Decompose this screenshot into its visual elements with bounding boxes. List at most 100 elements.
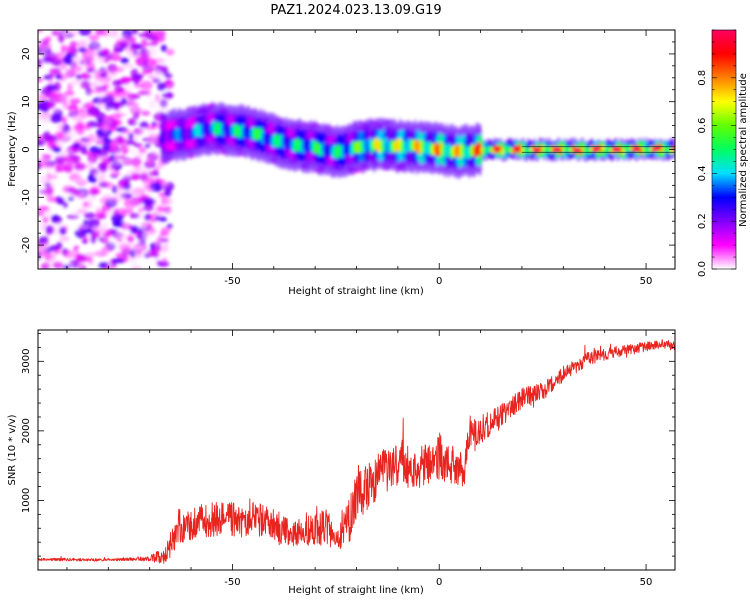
heatmap-cell (42, 216, 49, 224)
heatmap-cell (148, 170, 155, 177)
heatmap-cell (137, 165, 146, 170)
heatmap-cell (78, 30, 92, 36)
heatmap-cell (45, 225, 54, 235)
heatmap-cell (106, 195, 118, 206)
heatmap-cell (102, 181, 112, 188)
heatmap-cell (40, 87, 52, 96)
colorbar-tick-label: 0.2 (697, 213, 708, 229)
heatmap-cell (108, 166, 115, 172)
x-tick-label: 50 (640, 577, 653, 588)
heatmap-cell (92, 44, 104, 53)
heatmap-cell (163, 55, 174, 62)
heatmap-cell (114, 86, 125, 92)
heatmap-cell (46, 140, 55, 149)
heatmap-cell (137, 90, 151, 96)
heatmap-cell (81, 53, 88, 63)
heatmap-cell (52, 261, 64, 269)
heatmap-cell (128, 132, 134, 141)
heatmap-cell (111, 30, 119, 34)
heatmap-cell (62, 250, 76, 259)
snr-xlabel: Height of straight line (km) (288, 585, 424, 596)
heatmap-cell (139, 121, 149, 129)
heatmap-cell (50, 255, 62, 261)
heatmap-cell (159, 238, 169, 243)
heatmap-cell (130, 259, 138, 269)
heatmap-cell (84, 134, 92, 140)
heatmap-cell (140, 80, 153, 90)
heatmap-cell (120, 168, 132, 179)
heatmap-cell (148, 99, 156, 109)
heatmap-cell (65, 69, 73, 75)
heatmap-cell (124, 47, 134, 54)
heatmap-blob-group (38, 30, 675, 269)
heatmap-cell (54, 157, 66, 165)
heatmap-cell (161, 247, 170, 253)
heatmap-cell (126, 234, 134, 242)
heatmap-cell (140, 38, 148, 49)
heatmap-cell (119, 40, 130, 49)
heatmap-cell (49, 244, 60, 251)
spectrogram-ylabel: Frequency (Hz) (7, 111, 18, 187)
heatmap-cell (91, 109, 101, 117)
y-tick-label: 1000 (21, 488, 32, 513)
heatmap-cell (139, 128, 152, 137)
heatmap-cell (109, 119, 123, 126)
heatmap-cell (41, 106, 49, 112)
heatmap-cell (140, 248, 151, 256)
heatmap-cell (153, 240, 160, 247)
heatmap-cell (44, 36, 52, 43)
heatmap-cell (135, 44, 143, 50)
y-tick-label: -10 (21, 189, 32, 205)
heatmap-cell (61, 149, 73, 158)
heatmap-cell (80, 80, 92, 89)
heatmap-cell (92, 88, 103, 94)
heatmap-cell (61, 65, 68, 70)
heatmap-cell (162, 182, 169, 187)
heatmap-cell (120, 33, 130, 43)
heatmap-cell (133, 75, 140, 86)
heatmap-cell (108, 171, 116, 176)
heatmap-cell (92, 223, 99, 233)
heatmap-cell (38, 30, 43, 33)
heatmap-cell (41, 50, 47, 56)
heatmap-cell (44, 185, 54, 196)
heatmap-cell (52, 107, 62, 113)
colorbar-tick-label: 0.4 (697, 165, 708, 181)
heatmap-cell (88, 257, 94, 266)
heatmap-cell (157, 96, 170, 107)
heatmap-cell (150, 242, 156, 251)
heatmap-cell (120, 110, 132, 115)
heatmap-cell (130, 172, 140, 181)
heatmap-cell (102, 142, 112, 151)
heatmap-cell (38, 77, 43, 83)
x-tick-label: -50 (224, 577, 240, 588)
heatmap-cell (101, 246, 113, 253)
heatmap-ridge-cell (671, 144, 675, 152)
y-tick-label: 3000 (21, 349, 32, 374)
heatmap-cell (85, 189, 93, 195)
heatmap-cell (160, 44, 168, 52)
heatmap-cell (145, 155, 154, 166)
heatmap-cell (94, 171, 100, 179)
heatmap-cell (82, 91, 94, 97)
heatmap-cell (95, 206, 101, 214)
heatmap-cell (61, 191, 74, 201)
heatmap-cell (56, 34, 66, 42)
heatmap-cell (89, 146, 101, 154)
heatmap-cell (83, 212, 96, 219)
heatmap-cell (142, 230, 156, 240)
snr-ylabel: SNR (10 * v/v) (7, 414, 18, 485)
colorbar-ticks: 0.0 0.2 0.4 0.6 0.8 (697, 29, 736, 277)
heatmap-cell (57, 132, 64, 141)
heatmap-cell (85, 101, 95, 111)
heatmap-cell (38, 62, 43, 68)
heatmap-cell (143, 30, 154, 38)
heatmap-cells (38, 30, 675, 269)
heatmap-cell (142, 181, 150, 186)
x-tick-label: 0 (436, 276, 442, 287)
heatmap-cell (126, 139, 137, 146)
colorbar-label: Normalized spectral amplitude (738, 73, 749, 227)
heatmap-cell (62, 201, 69, 209)
heatmap-cell (87, 153, 98, 164)
